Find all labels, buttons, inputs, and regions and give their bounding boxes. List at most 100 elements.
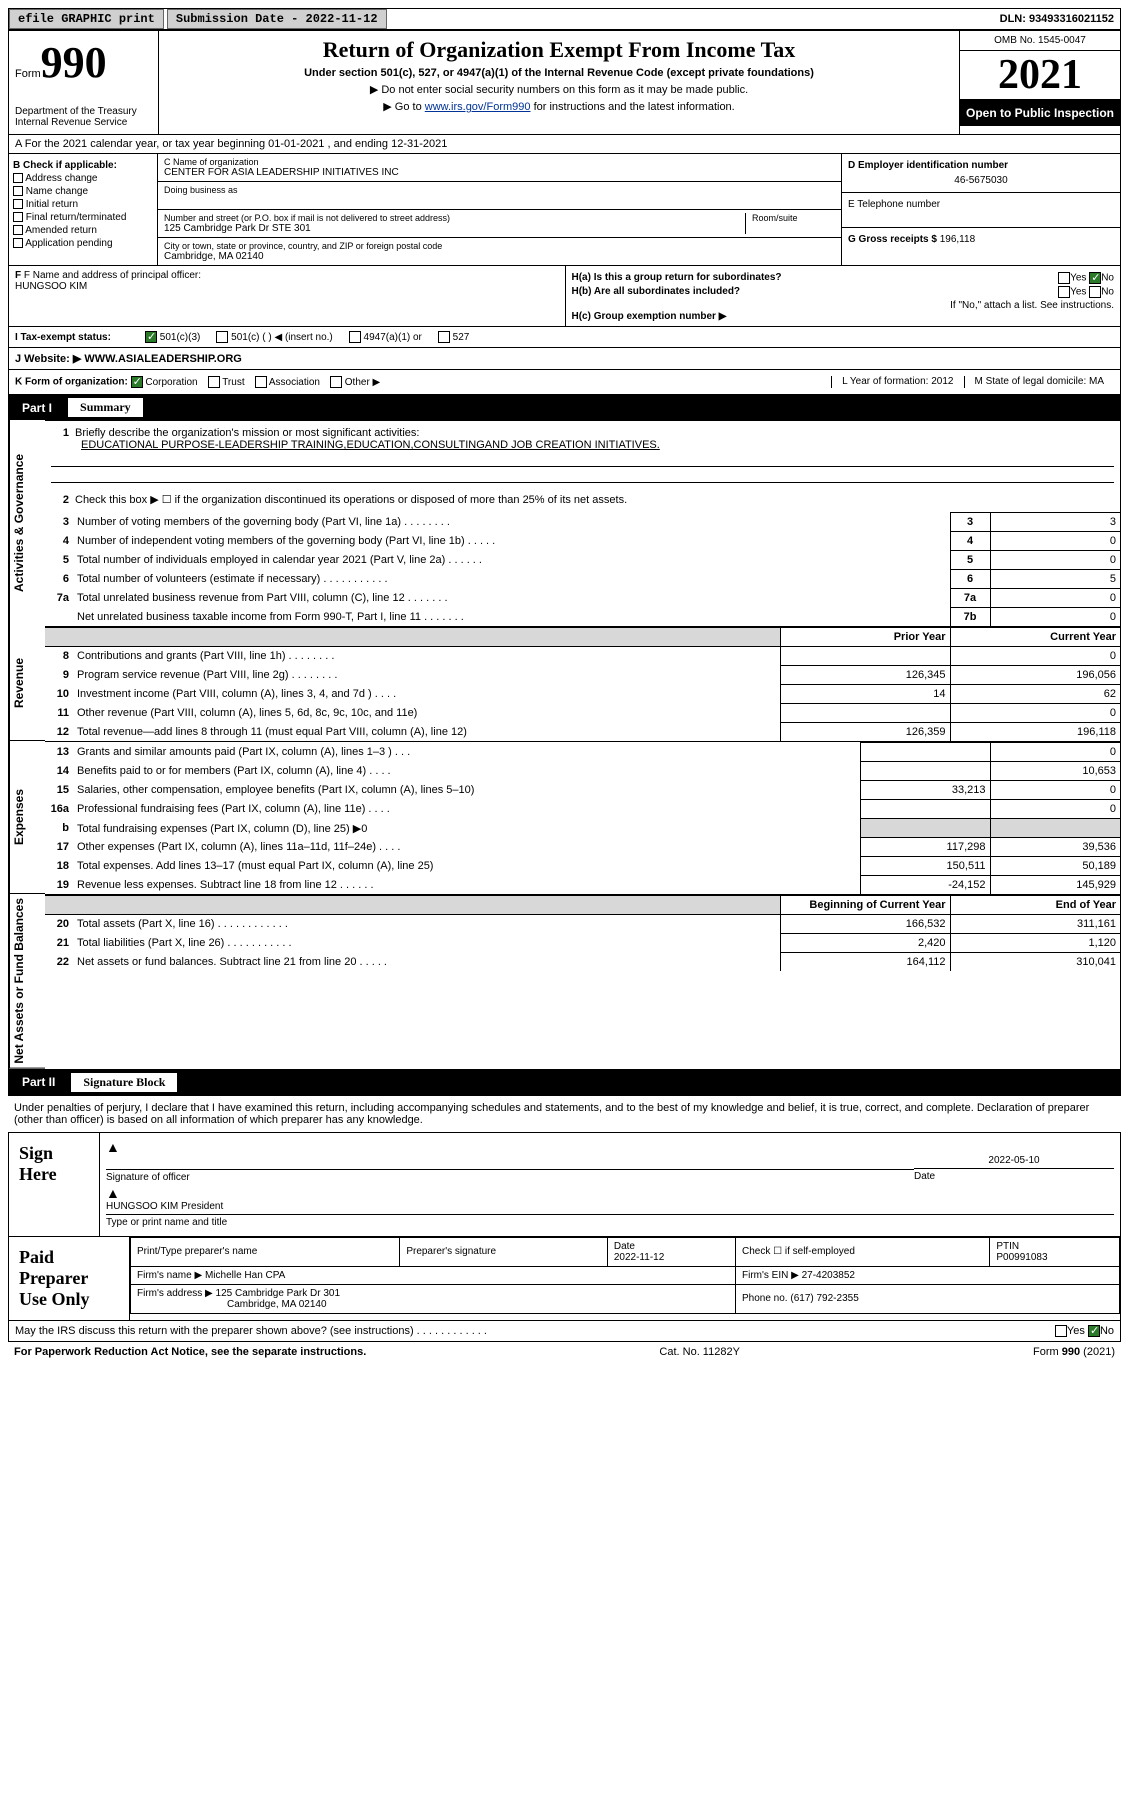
firm-ein: 27-4203852	[802, 1270, 855, 1281]
ts-opt[interactable]: 4947(a)(1) or	[349, 332, 422, 343]
prep-sig-hdr: Preparer's signature	[400, 1237, 608, 1266]
officer-label: F Name and address of principal officer:	[24, 270, 201, 281]
irs-yes-checkbox[interactable]	[1055, 1325, 1067, 1337]
form-title: Return of Organization Exempt From Incom…	[165, 37, 953, 63]
firm-addr: 125 Cambridge Park Dr 301	[216, 1288, 341, 1299]
check-name-change[interactable]: Name change	[13, 186, 153, 197]
street-label: Number and street (or P.O. box if mail i…	[164, 213, 745, 223]
org-name: CENTER FOR ASIA LEADERSHIP INITIATIVES I…	[164, 167, 835, 178]
officer-name: HUNGSOO KIM	[15, 281, 559, 292]
form-number-cell: Form990 Department of the Treasury Inter…	[9, 31, 159, 134]
part-i-header: Part I Summary	[8, 395, 1121, 420]
prep-name-hdr: Print/Type preparer's name	[131, 1237, 400, 1266]
gross-receipts: 196,118	[940, 234, 975, 245]
street: 125 Cambridge Park Dr STE 301	[164, 223, 745, 234]
k-opt[interactable]: Trust	[208, 377, 245, 388]
dba-label: Doing business as	[164, 185, 835, 195]
table-row: 11Other revenue (Part VIII, column (A), …	[45, 704, 1120, 723]
open-public-badge: Open to Public Inspection	[960, 100, 1120, 126]
ha-label: H(a) Is this a group return for subordin…	[572, 272, 782, 283]
prep-date: 2022-11-12	[614, 1252, 664, 1263]
state-domicile: M State of legal domicile: MA	[964, 376, 1115, 388]
irs-link[interactable]: www.irs.gov/Form990	[425, 101, 531, 113]
ts-opt[interactable]: 527	[438, 332, 469, 343]
section-d-e-g: D Employer identification number 46-56750…	[841, 154, 1121, 266]
row-a: A For the 2021 calendar year, or tax yea…	[8, 135, 1121, 154]
table-row: 7aTotal unrelated business revenue from …	[45, 589, 1120, 608]
website-row: J Website: ▶ WWW.ASIALEADERSHIP.ORG	[8, 348, 1121, 370]
table-row: 17Other expenses (Part IX, column (A), l…	[45, 838, 1120, 857]
foot-left: For Paperwork Reduction Act Notice, see …	[14, 1346, 366, 1358]
k-opt[interactable]: Other ▶	[330, 377, 380, 388]
firm-name: Michelle Han CPA	[205, 1270, 285, 1281]
table-row: 5Total number of individuals employed in…	[45, 551, 1120, 570]
table-row: bTotal fundraising expenses (Part IX, co…	[45, 819, 1120, 838]
sign-here-label: Sign Here	[9, 1133, 99, 1236]
check-application-pending[interactable]: Application pending	[13, 238, 153, 249]
ein: 46-5675030	[848, 175, 1114, 186]
part-i-title: Summary	[68, 398, 143, 417]
submission-date-button[interactable]: Submission Date - 2022-11-12	[167, 9, 387, 29]
sig-name-title: HUNGSOO KIM President	[106, 1201, 1114, 1212]
k-opt[interactable]: Corporation	[131, 377, 198, 388]
table-row: 13Grants and similar amounts paid (Part …	[45, 743, 1120, 762]
efile-print-button[interactable]: efile GRAPHIC print	[9, 9, 164, 29]
table-row: 16aProfessional fundraising fees (Part I…	[45, 800, 1120, 819]
part-ii-num: Part II	[14, 1075, 63, 1089]
sig-date-label: Date	[914, 1168, 1114, 1182]
phone-label: E Telephone number	[848, 199, 1114, 210]
vlabel-activities: Activities & Governance	[9, 420, 45, 626]
mission-text: EDUCATIONAL PURPOSE-LEADERSHIP TRAINING,…	[51, 439, 1114, 451]
hb-no-checkbox[interactable]	[1089, 286, 1101, 298]
tax-year: 2021	[960, 51, 1120, 100]
type-name-label: Type or print name and title	[106, 1214, 1114, 1228]
table-row: 18Total expenses. Add lines 13–17 (must …	[45, 857, 1120, 876]
penalty-text: Under penalties of perjury, I declare th…	[8, 1095, 1121, 1132]
k-form-org-row: K Form of organization: Corporation Trus…	[8, 370, 1121, 395]
sig-officer-line: Signature of officer	[106, 1169, 914, 1183]
section-b-hdr: B Check if applicable:	[13, 160, 153, 171]
city: Cambridge, MA 02140	[164, 251, 835, 262]
ha-no-checkbox[interactable]	[1089, 272, 1101, 284]
irs-no-checkbox[interactable]	[1088, 1325, 1100, 1337]
table-row: 10Investment income (Part VIII, column (…	[45, 685, 1120, 704]
table-row: 15Salaries, other compensation, employee…	[45, 781, 1120, 800]
omb-number: OMB No. 1545-0047	[960, 31, 1120, 51]
foot-right: Form 990 (2021)	[1033, 1346, 1115, 1358]
sign-here-block: Sign Here ▲ Signature of officer2022-05-…	[8, 1132, 1121, 1237]
tax-status-label: I Tax-exempt status:	[15, 332, 145, 343]
self-emp-check: Check ☐ if self-employed	[735, 1237, 989, 1266]
ts-opt[interactable]: 501(c)(3)	[145, 332, 200, 343]
arrow-icon: ▲	[106, 1139, 120, 1155]
hb-yes-checkbox[interactable]	[1058, 286, 1070, 298]
ha-yes-checkbox[interactable]	[1058, 272, 1070, 284]
sig-date-value: 2022-05-10	[914, 1155, 1114, 1166]
website-label: J Website: ▶	[15, 353, 81, 365]
form-note2: ▶ Go to www.irs.gov/Form990 for instruct…	[165, 100, 953, 113]
vlabel-expenses: Expenses	[9, 741, 45, 894]
section-h: H(a) Is this a group return for subordin…	[565, 266, 1121, 326]
check-final-return-terminated[interactable]: Final return/terminated	[13, 212, 153, 223]
table-row: 21Total liabilities (Part X, line 26) . …	[45, 934, 1120, 953]
check-initial-return[interactable]: Initial return	[13, 199, 153, 210]
top-bar: efile GRAPHIC print Submission Date - 20…	[8, 8, 1121, 30]
k-opt[interactable]: Association	[255, 377, 320, 388]
table-row: 9Program service revenue (Part VIII, lin…	[45, 666, 1120, 685]
hc-label: H(c) Group exemption number ▶	[572, 311, 727, 322]
foot-mid: Cat. No. 11282Y	[659, 1346, 740, 1358]
table-row: 19Revenue less expenses. Subtract line 1…	[45, 876, 1120, 895]
check-amended-return[interactable]: Amended return	[13, 225, 153, 236]
form-prefix: Form	[15, 68, 41, 80]
ein-label: D Employer identification number	[848, 160, 1114, 171]
section-c: C Name of organizationCENTER FOR ASIA LE…	[158, 154, 841, 266]
check-address-change[interactable]: Address change	[13, 173, 153, 184]
firm-phone: (617) 792-2355	[790, 1293, 858, 1304]
section-b: B Check if applicable: Address change Na…	[8, 154, 158, 266]
table-row: 3Number of voting members of the governi…	[45, 513, 1120, 532]
hb-note: If "No," attach a list. See instructions…	[572, 300, 1115, 311]
header-right: OMB No. 1545-0047 2021 Open to Public In…	[960, 31, 1120, 134]
section-f: F F Name and address of principal office…	[9, 266, 565, 326]
ts-opt[interactable]: 501(c) ( ) ◀ (insert no.)	[216, 332, 332, 343]
table-row: 20Total assets (Part X, line 16) . . . .…	[45, 915, 1120, 934]
line2-text: Check this box ▶ ☐ if the organization d…	[75, 494, 627, 506]
